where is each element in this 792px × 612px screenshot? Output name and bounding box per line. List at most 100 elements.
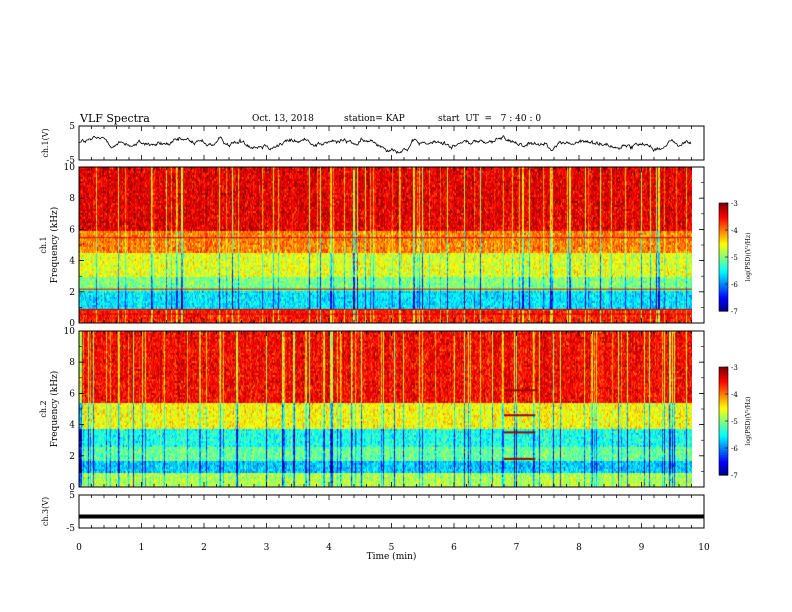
colorbar-tick-label: -5 — [731, 418, 738, 426]
colorbar-segment — [719, 467, 728, 471]
colorbar-segment — [719, 222, 728, 226]
colorbar-segment — [719, 228, 728, 231]
colorbar-segment — [719, 367, 728, 370]
colorbar-segment — [719, 253, 728, 256]
colorbar-segment — [719, 379, 728, 382]
colorbar-segment — [719, 210, 728, 213]
colorbar-segment — [719, 372, 728, 375]
x-tick-label: 7 — [514, 543, 520, 553]
colorbar-segment — [719, 248, 728, 251]
colorbar-segment — [719, 394, 728, 397]
colorbar-segment — [719, 284, 728, 287]
colorbar-segment — [719, 264, 728, 267]
colorbar-tick-label: -6 — [731, 445, 738, 453]
colorbar-segment — [719, 417, 728, 420]
colorbar-tick-label: -7 — [731, 472, 738, 480]
chart-title: VLF Spectra — [80, 112, 150, 125]
colorbar-segment — [719, 255, 728, 258]
y-tick-label: 4 — [69, 421, 75, 431]
no-data-region — [692, 167, 704, 323]
y-axis-label: ch.3(V) — [41, 497, 50, 526]
colorbar-segment — [719, 412, 728, 415]
colorbar-segment — [719, 388, 728, 391]
y-tick-label: 4 — [69, 257, 75, 267]
colorbar-segment — [719, 246, 728, 249]
colorbar-segment — [719, 368, 728, 372]
colorbar-segment — [719, 439, 728, 442]
colorbar-segment — [719, 399, 728, 402]
y-tick-label: 0 — [69, 483, 75, 493]
ch1-signal-trace — [78, 135, 692, 155]
colorbar-segment — [719, 267, 728, 271]
colorbar-segment — [719, 280, 728, 283]
colorbar-segment — [719, 381, 728, 384]
colorbar-segment — [719, 309, 728, 312]
colorbar-segment — [719, 455, 728, 458]
y-tick-label: 5 — [69, 122, 75, 132]
y-tick-label: 5 — [69, 491, 75, 501]
colorbar-label: log(PSD)(V²/Hz) — [745, 233, 752, 282]
spectrogram-image-2 — [79, 331, 692, 487]
colorbar-segment — [719, 462, 728, 465]
colorbar-segment — [719, 230, 728, 233]
colorbar-segment — [719, 448, 728, 451]
colorbar-segment — [719, 233, 728, 236]
x-tick-label: 3 — [264, 543, 270, 553]
y-tick-label: 10 — [64, 163, 76, 173]
colorbar-segment — [719, 221, 728, 224]
x-tick-label: 4 — [326, 543, 332, 553]
no-data-region — [692, 331, 704, 487]
colorbar-segment — [719, 203, 728, 206]
colorbar-segment — [719, 271, 728, 274]
colorbar-segment — [719, 300, 728, 303]
colorbar-segment — [719, 257, 728, 260]
station-label: station= KAP — [344, 114, 405, 124]
colorbar-segment — [719, 235, 728, 238]
colorbar-segment — [719, 385, 728, 388]
colorbar-tick-label: -3 — [731, 364, 738, 372]
start-time-label: start UT = 7 : 40 : 0 — [438, 114, 542, 124]
colorbar-segment — [719, 390, 728, 393]
y-tick-label: 6 — [69, 225, 75, 235]
colorbar-segment — [719, 408, 728, 411]
colorbar-segment — [719, 282, 728, 285]
y-tick-label: 8 — [69, 194, 75, 204]
y-tick-label: 2 — [69, 288, 75, 298]
y-axis-label: Frequency (kHz) — [49, 371, 60, 448]
colorbar-segment — [719, 208, 728, 211]
x-tick-label: 0 — [76, 543, 82, 553]
colorbar-segment — [719, 460, 728, 463]
colorbar-segment — [719, 249, 728, 253]
colorbar-segment — [719, 422, 728, 426]
colorbar-segment — [719, 406, 728, 409]
colorbar-segment — [719, 395, 728, 399]
colorbar-tick-label: -7 — [731, 308, 738, 316]
colorbar-segment — [719, 458, 728, 462]
colorbar-segment — [719, 444, 728, 447]
y-axis-label: Frequency (kHz) — [49, 207, 60, 284]
colorbar-tick-label: -4 — [731, 227, 738, 235]
y-tick-label: 10 — [64, 327, 76, 337]
y-tick-label: 6 — [69, 389, 75, 399]
colorbar-segment — [719, 430, 728, 433]
y-axis-label: ch.2 — [39, 400, 48, 417]
colorbar-segment — [719, 226, 728, 229]
x-tick-label: 2 — [201, 543, 207, 553]
colorbar-segment — [719, 302, 728, 305]
colorbar-segment — [719, 370, 728, 373]
colorbar-segment — [719, 237, 728, 240]
colorbar-tick-label: -5 — [731, 254, 738, 262]
colorbar-segment — [719, 413, 728, 417]
y-tick-label: 0 — [69, 319, 75, 329]
colorbar-segment — [719, 276, 728, 280]
colorbar-segment — [719, 219, 728, 222]
colorbar-segment — [719, 401, 728, 404]
colorbar-tick-label: -3 — [731, 200, 738, 208]
colorbar-segment — [719, 215, 728, 218]
colorbar-segment — [719, 383, 728, 386]
colorbar-segment — [719, 457, 728, 460]
colorbar-segment — [719, 262, 728, 265]
y-tick-label: 2 — [69, 452, 75, 462]
colorbar-segment — [719, 289, 728, 292]
